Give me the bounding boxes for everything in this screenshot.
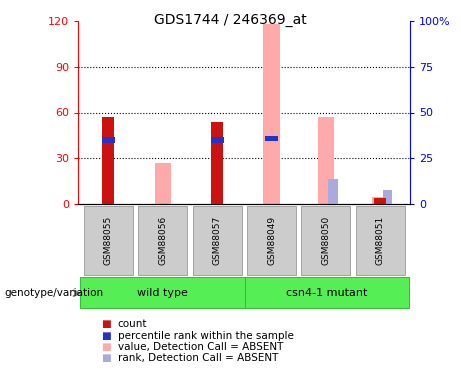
Text: ■: ■: [101, 320, 111, 329]
Text: csn4-1 mutant: csn4-1 mutant: [286, 288, 368, 297]
Text: count: count: [118, 320, 147, 329]
Text: ■: ■: [101, 342, 111, 352]
Text: GSM88056: GSM88056: [158, 215, 167, 265]
FancyBboxPatch shape: [301, 206, 350, 275]
Bar: [328, 178, 338, 204]
FancyBboxPatch shape: [245, 277, 408, 308]
FancyBboxPatch shape: [356, 206, 405, 275]
Bar: [102, 137, 115, 143]
FancyBboxPatch shape: [138, 206, 187, 275]
Text: ■: ■: [101, 353, 111, 363]
Bar: [154, 163, 171, 204]
Bar: [263, 24, 280, 204]
Text: GSM88055: GSM88055: [104, 215, 113, 265]
FancyBboxPatch shape: [193, 206, 242, 275]
FancyBboxPatch shape: [247, 206, 296, 275]
Bar: [265, 135, 278, 141]
Bar: [383, 190, 392, 204]
FancyBboxPatch shape: [80, 277, 245, 308]
Text: wild type: wild type: [137, 288, 188, 297]
Text: GSM88050: GSM88050: [321, 215, 331, 265]
Bar: [102, 117, 114, 204]
Text: GSM88051: GSM88051: [376, 215, 385, 265]
Text: GSM88049: GSM88049: [267, 215, 276, 265]
Text: value, Detection Call = ABSENT: value, Detection Call = ABSENT: [118, 342, 283, 352]
Text: percentile rank within the sample: percentile rank within the sample: [118, 331, 294, 340]
Text: GSM88057: GSM88057: [213, 215, 222, 265]
Bar: [211, 137, 224, 143]
Text: GDS1744 / 246369_at: GDS1744 / 246369_at: [154, 13, 307, 27]
Text: genotype/variation: genotype/variation: [5, 288, 104, 298]
Text: ■: ■: [101, 331, 111, 340]
Bar: [372, 197, 389, 204]
Bar: [374, 198, 386, 204]
Bar: [318, 117, 334, 204]
FancyBboxPatch shape: [84, 206, 133, 275]
Bar: [211, 122, 223, 204]
Text: rank, Detection Call = ABSENT: rank, Detection Call = ABSENT: [118, 353, 278, 363]
